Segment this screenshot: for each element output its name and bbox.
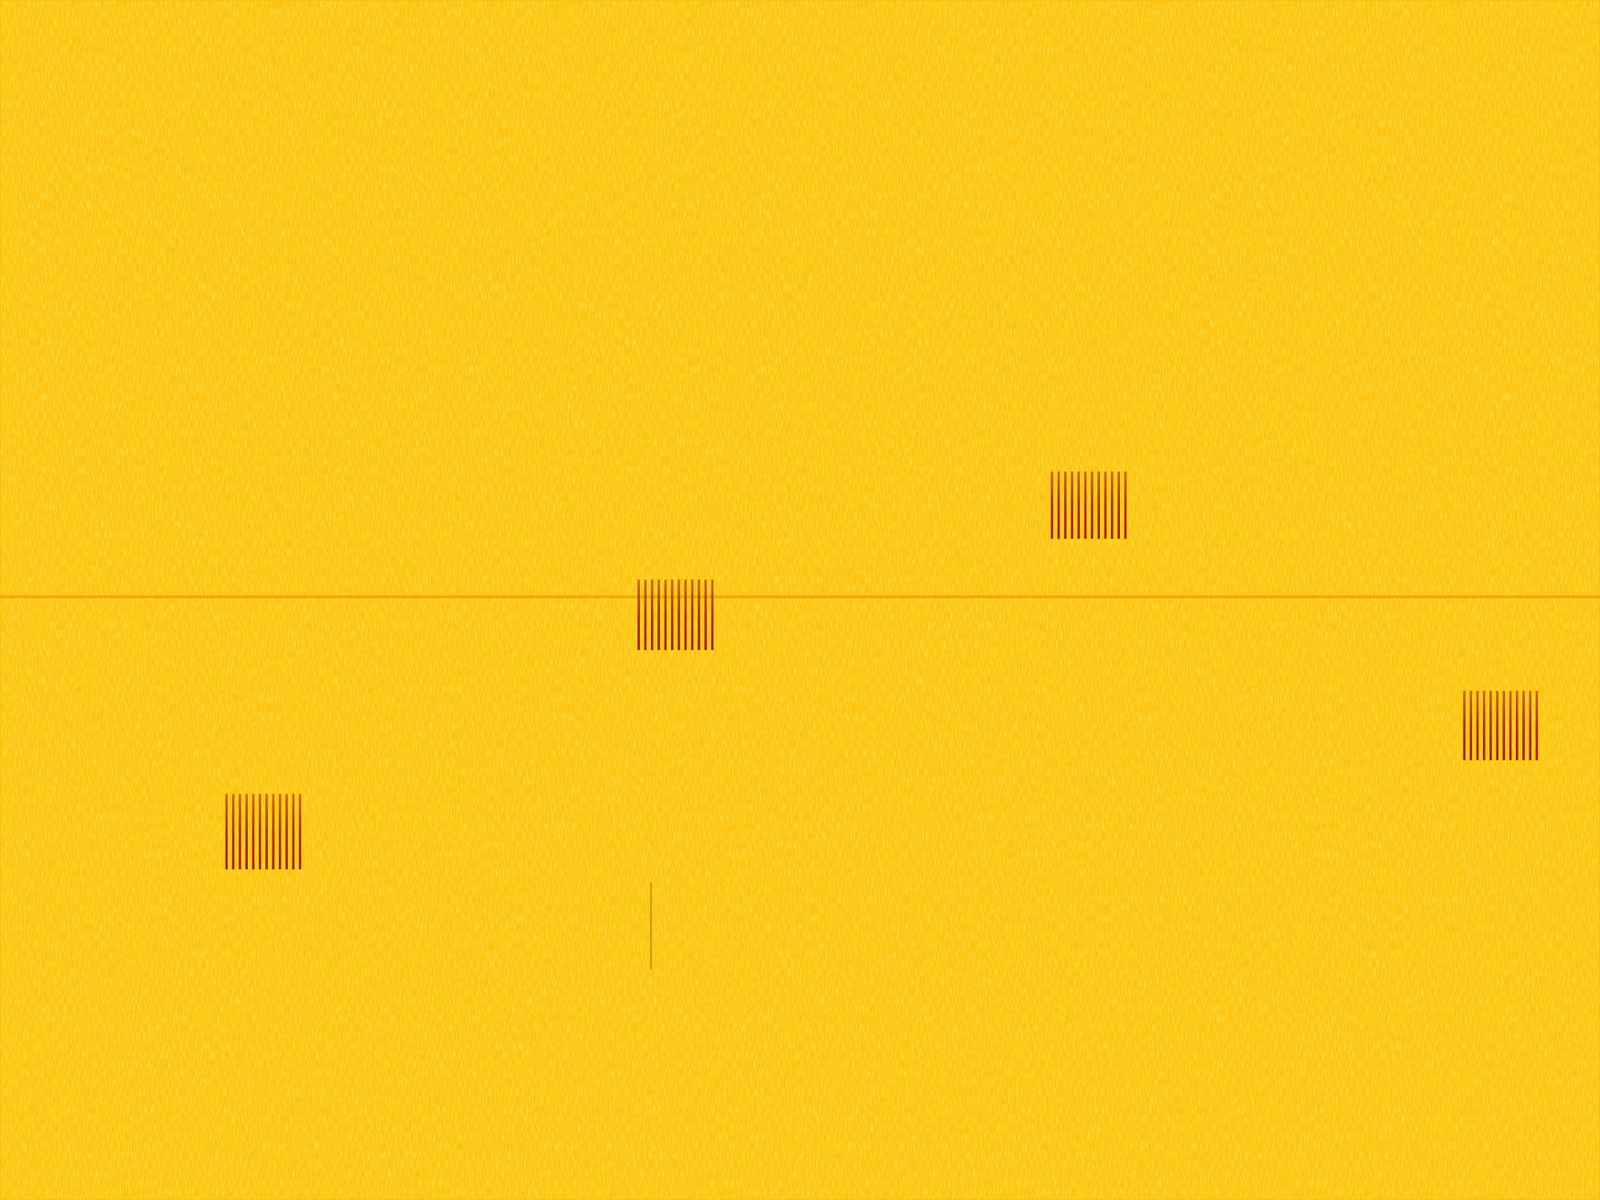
pulse (691, 579, 694, 651)
burst (225, 794, 302, 871)
pulse (677, 579, 681, 651)
pulse (1536, 691, 1539, 761)
noise (0, 0, 1600, 1200)
background (0, 0, 1600, 1200)
pulse (1057, 471, 1061, 540)
pulse (1462, 691, 1466, 761)
pulse (245, 794, 248, 871)
pulse (272, 794, 276, 871)
pulse (1077, 471, 1081, 540)
pulse (650, 579, 654, 651)
plot-area (0, 471, 1600, 971)
pulse (644, 579, 648, 651)
pulse (1509, 691, 1513, 761)
pulse (1503, 691, 1506, 761)
pulse (1476, 691, 1480, 761)
pulse (1064, 471, 1067, 540)
pulse (704, 579, 707, 651)
spectrogram (0, 0, 1600, 1200)
pulse (1117, 471, 1120, 540)
pulse (265, 794, 268, 871)
pulse (298, 794, 302, 871)
pulse (711, 579, 715, 651)
pulse (252, 794, 256, 871)
pulse (1104, 471, 1108, 540)
burst (637, 579, 714, 651)
pulse (285, 794, 288, 871)
tone (0, 596, 1600, 599)
pulse (292, 794, 296, 871)
plot-frame (0, 0, 1600, 1200)
pulse (258, 794, 262, 871)
click (650, 883, 652, 971)
pulse (1070, 471, 1074, 540)
burst (1050, 471, 1127, 540)
pulse (1482, 691, 1486, 761)
pulse (1522, 691, 1526, 761)
pulse (1090, 471, 1094, 540)
pulse (232, 794, 235, 871)
pulse (1515, 691, 1519, 761)
pulse (1489, 691, 1493, 761)
pulse (225, 794, 229, 871)
pulse (1124, 471, 1128, 540)
noise (0, 0, 1600, 1200)
pulse (697, 579, 701, 651)
pulse (1084, 471, 1088, 540)
pulse (1097, 471, 1100, 540)
pulse (684, 579, 688, 651)
pulse (1495, 691, 1499, 761)
pulse (664, 579, 668, 651)
pulse (1528, 691, 1532, 761)
pulse (238, 794, 242, 871)
burst (1462, 691, 1538, 761)
pulse (278, 794, 282, 871)
pulse (1050, 471, 1054, 540)
pulse (1470, 691, 1473, 761)
pulse (657, 579, 661, 651)
pulse (671, 579, 674, 651)
pulse (637, 579, 640, 651)
pulse (1110, 471, 1114, 540)
